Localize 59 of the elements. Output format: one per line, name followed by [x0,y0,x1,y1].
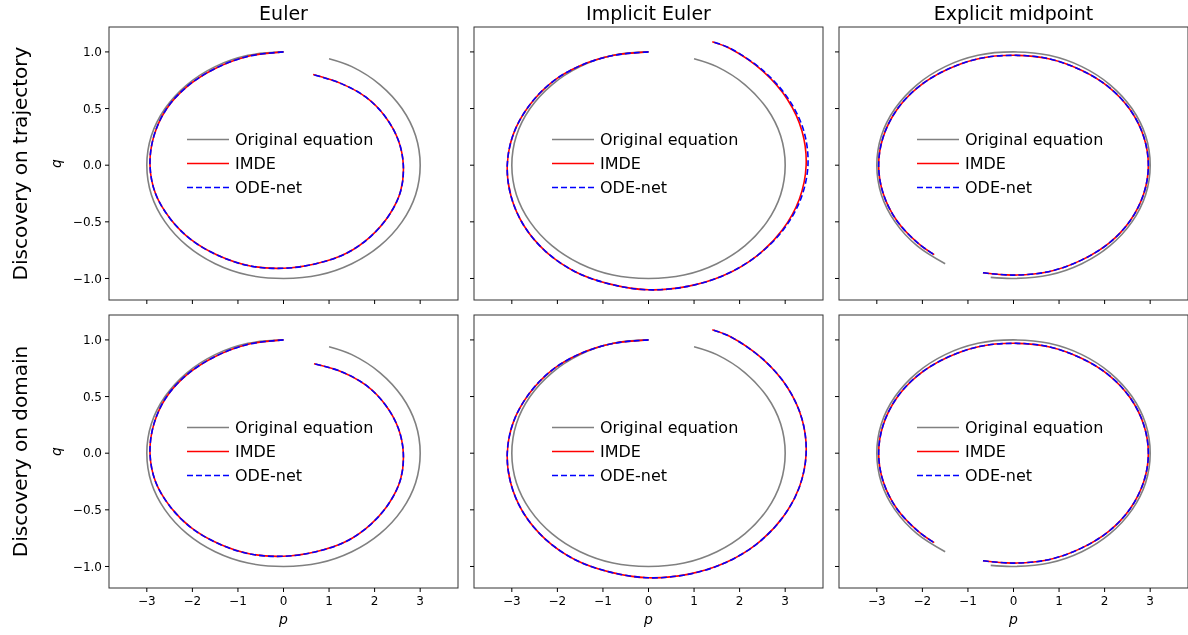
chart-title: Implicit Euler [586,2,712,24]
x-tick-label: 2 [370,594,379,608]
x-tick-label: 1 [325,594,333,608]
x-tick-label: −3 [502,594,521,608]
text: Discovery on domain [8,345,32,558]
legend-label: IMDE [600,154,641,174]
y-axis-title: q [48,446,64,456]
chart-title: Euler [259,2,309,24]
y-tick-label: 1.0 [82,333,102,348]
legend-label: IMDE [235,442,276,462]
x-tick-label: −1 [594,594,612,608]
x-tick-label: −3 [137,594,156,608]
x-tick-label: 3 [416,594,424,608]
legend-label: IMDE [600,442,641,462]
x-tick-label: −2 [913,594,932,608]
legend-label: Original equation [600,130,739,150]
x-axis-title: p [1008,611,1019,627]
y-tick-label: 0.5 [82,101,102,116]
legend-label: ODE-net [600,178,668,198]
legend-label: IMDE [235,154,276,174]
x-tick-label: 3 [1146,594,1154,608]
text: Discovery on trajectory [8,46,32,281]
x-tick-label: 0 [644,594,653,608]
x-tick-label: 0 [1009,594,1018,608]
x-tick-label: 1 [1055,594,1063,608]
y-tick-label: −1.0 [72,559,102,574]
y-tick-label: −1.0 [72,271,102,286]
legend-label: Original equation [235,418,374,438]
legend-label: ODE-net [965,178,1033,198]
y-tick-label: 0.5 [82,389,102,404]
x-tick-label: −2 [548,594,567,608]
x-tick-label: −3 [867,594,886,608]
y-tick-label: −0.5 [72,215,102,230]
x-axis-title: p [278,611,289,627]
y-tick-label: 1.0 [82,45,102,60]
x-tick-label: −1 [959,594,977,608]
legend-label: IMDE [965,154,1006,174]
y-tick-label: 0.0 [82,446,102,461]
y-tick-label: 0.0 [82,158,102,173]
legend-label: Original equation [965,130,1104,150]
x-tick-label: 0 [279,594,288,608]
legend-label: ODE-net [235,178,303,198]
y-axis-title: q [48,158,64,168]
x-axis-title: p [643,611,654,627]
x-tick-label: 2 [735,594,744,608]
legend-label: Original equation [235,130,374,150]
legend-label: Original equation [600,418,739,438]
chart-title: Explicit midpoint [933,2,1094,24]
legend-label: IMDE [965,442,1006,462]
legend-label: ODE-net [600,466,668,486]
x-tick-label: −1 [229,594,247,608]
x-tick-label: 1 [690,594,698,608]
legend-label: ODE-net [965,466,1033,486]
y-tick-label: −0.5 [72,503,102,518]
x-tick-label: −2 [183,594,202,608]
legend-label: ODE-net [235,466,303,486]
x-tick-label: 2 [1100,594,1109,608]
x-tick-label: 3 [781,594,789,608]
legend-label: Original equation [965,418,1104,438]
